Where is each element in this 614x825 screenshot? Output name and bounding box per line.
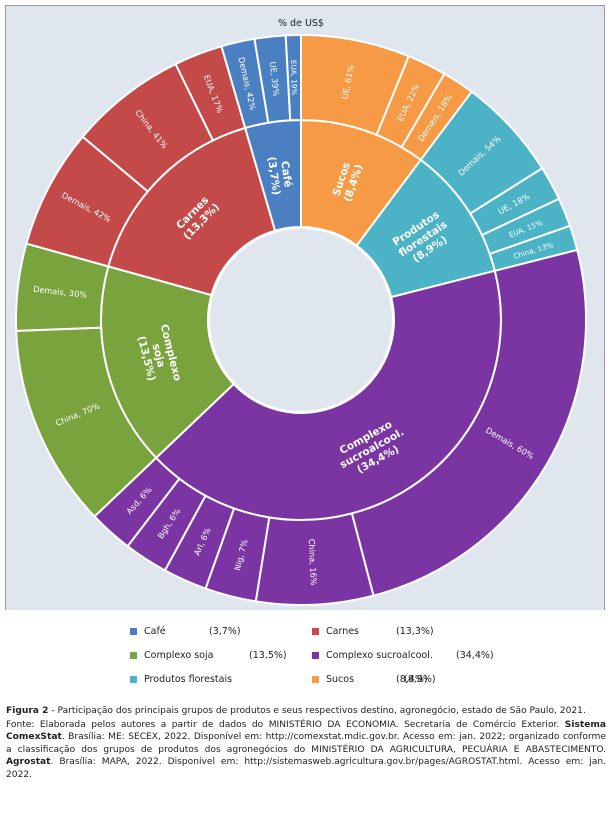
- legend-pct: (13,5%): [249, 650, 287, 661]
- slice-label-complexo-sucroalcool-china-16: China, 16%: [307, 539, 319, 586]
- figure-label: Figura 2: [6, 706, 49, 716]
- legend-pct: (8,9%): [404, 674, 436, 685]
- slice-label-cafe-ue-39: UE, 39%: [268, 61, 282, 97]
- chart-title: % de US$: [278, 18, 324, 29]
- legend-swatch: [312, 652, 319, 659]
- legend-label: Produtos florestais: [144, 674, 233, 685]
- chart-legend: Café (3,7%) Carnes (13,3%) Complexo soja (13,…: [0, 610, 614, 702]
- slice-label-cafe-eua-19: EUA, 19%: [289, 60, 299, 96]
- legend-pct: (34,4%): [456, 650, 494, 661]
- segment-cafe-eua-19: [284, 33, 302, 122]
- legend-label: Sucos: [326, 674, 355, 685]
- sunburst-chart: % de US$ Sucos(8,4%)UE, 61%EUA, 22%Demai…: [15, 18, 587, 606]
- figure-text: - Participação dos principais grupos de …: [48, 706, 586, 716]
- legend-label: Carnes: [326, 626, 360, 637]
- source-bold-2: Agrostat: [6, 757, 51, 768]
- source-bold-1: Sistema ComexStat: [6, 719, 606, 743]
- group-label-cafe: Café(3,7%): [265, 154, 295, 196]
- figure-title: Figura 2 - Participação dos principais g…: [6, 705, 606, 718]
- legend-label: Complexo sucroalcool.: [326, 650, 433, 661]
- legend-label: Café: [144, 626, 166, 637]
- source-text-1: Fonte: Elaborada pelos autores a partir …: [6, 719, 565, 730]
- legend-swatch: [130, 652, 137, 659]
- legend-swatch: [312, 628, 319, 635]
- legend-swatch: [312, 676, 319, 683]
- center-hole: [208, 227, 394, 413]
- segment-complexo-sucroalcool-demais-60: [350, 248, 587, 597]
- legend-pct: (8,4%): [396, 674, 428, 685]
- legend-pct: (13,3%): [396, 626, 434, 637]
- source-text-2: . Brasília: ME: SECEX, 2022. Disponível …: [6, 732, 606, 755]
- legend-swatch: [130, 676, 137, 683]
- legend-label: Complexo soja: [144, 650, 214, 661]
- legend-pct: (3,7%): [209, 626, 241, 637]
- figure-caption: Figura 2 - Participação dos principais g…: [6, 705, 606, 782]
- source-text-3: . Brasília: MAPA, 2022. Disponível em: h…: [6, 757, 606, 780]
- legend-swatch: [130, 628, 137, 635]
- figure-source: Fonte: Elaborada pelos autores a partir …: [6, 719, 606, 782]
